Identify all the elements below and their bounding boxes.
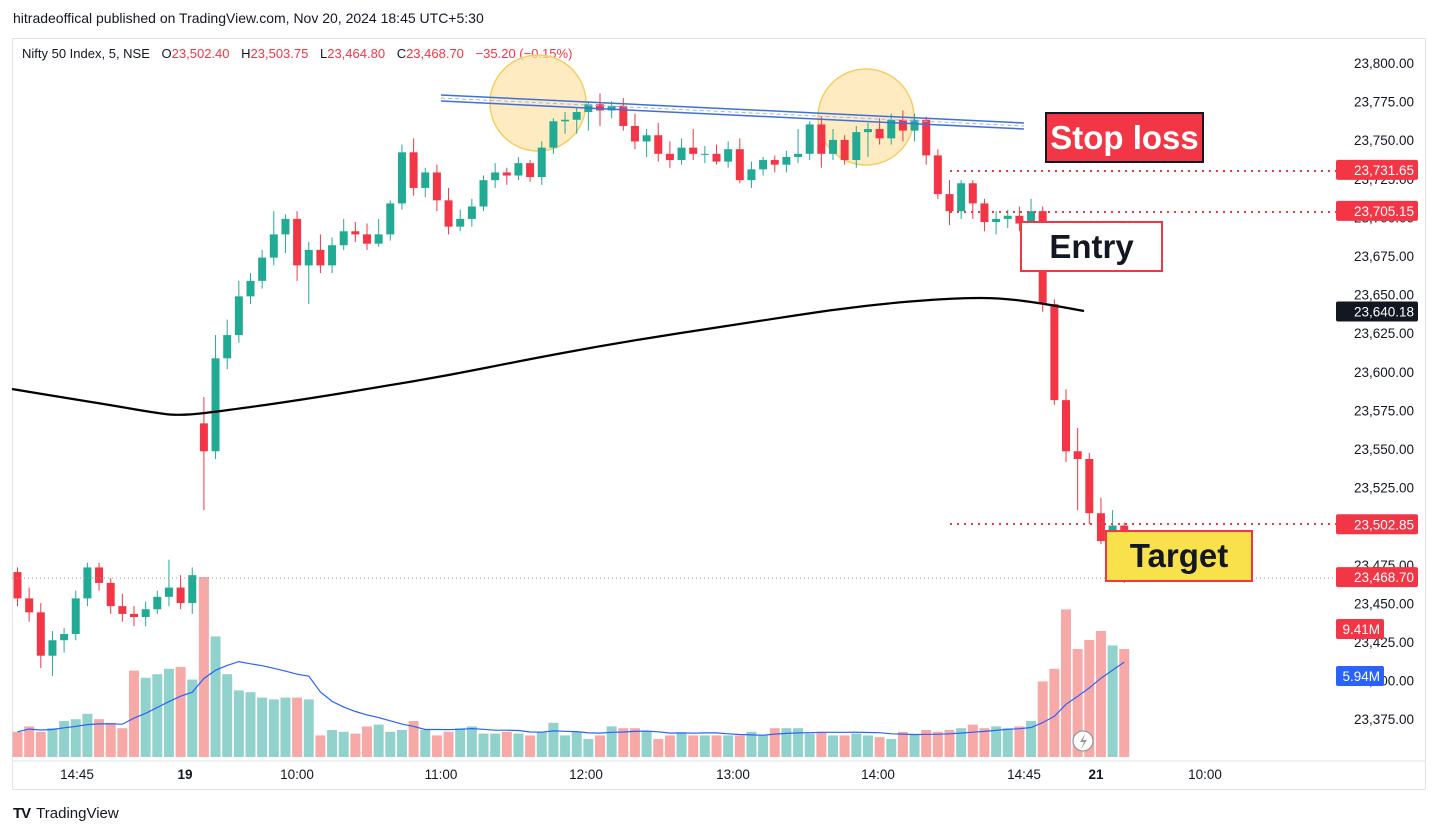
publish-caption: hitradeoffical published on TradingView.… [13,10,484,26]
tradingview-logo-icon: TV [13,805,31,822]
open-value: 23,502.40 [171,46,230,61]
close-value: 23,468.70 [406,46,464,61]
low-label: L [319,46,328,61]
high-value: 23,503.75 [250,46,309,61]
chart-frame[interactable] [12,38,1426,790]
entry-annotation: Entry [1020,221,1163,272]
brand-name: TradingView [36,805,119,822]
symbol-legend: Nifty 50 Index, 5, NSE O23,502.40 H23,50… [22,46,572,61]
stop-loss-annotation: Stop loss [1045,112,1204,163]
low-value: 23,464.80 [327,46,386,61]
high-label: H [241,46,251,61]
footer-brand: TV TradingView [13,805,119,822]
symbol-name: Nifty 50 Index, 5, NSE [22,46,150,61]
change-value: −35.20 (−0.15%) [475,46,573,61]
open-label: O [161,46,172,61]
close-label: C [396,46,407,61]
target-annotation: Target [1105,530,1253,582]
